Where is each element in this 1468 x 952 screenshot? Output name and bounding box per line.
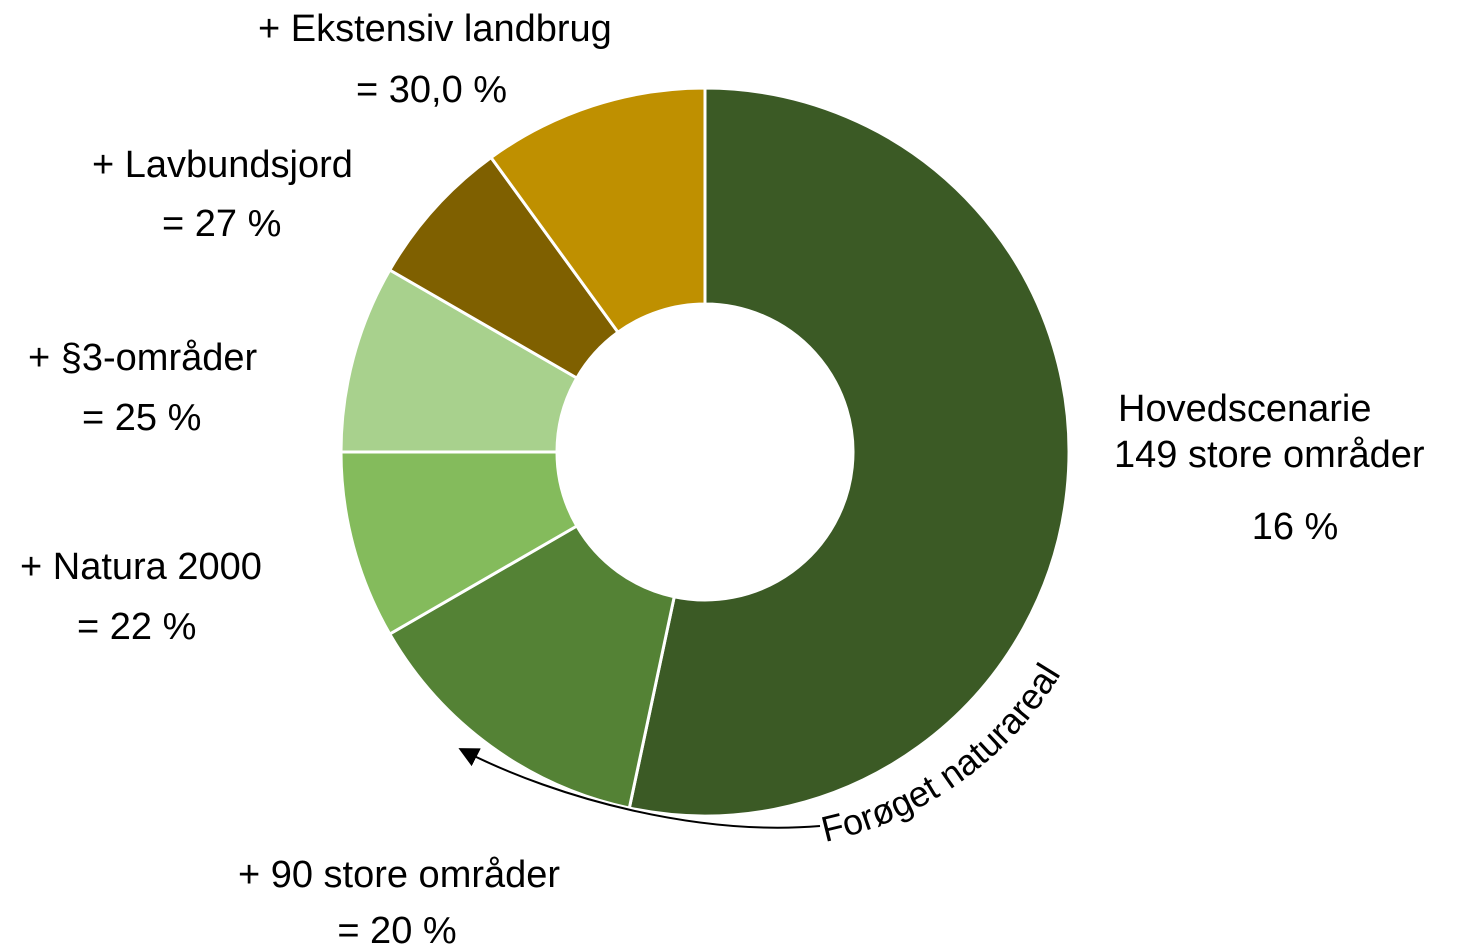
slice-value-hovedscenarie: 16 % — [1251, 506, 1339, 548]
donut-slices — [339, 86, 1071, 818]
slice-value-paragraf3: = 25 % — [82, 397, 202, 439]
slice-label-hovedscenarie: Hovedscenarie — [1118, 388, 1372, 430]
slice-label-90-store-omraader: + 90 store områder — [237, 854, 561, 896]
slice-label-lavbundsjord: + Lavbundsjord — [92, 144, 353, 186]
slice-value-lavbundsjord: = 27 % — [162, 203, 282, 245]
increase-arrow — [458, 748, 821, 829]
slice-value-ekstensiv-landbrug: = 30,0 % — [356, 69, 508, 111]
slice-label-hovedscenarie-sub: 149 store områder — [1114, 434, 1425, 476]
donut-slice-1 — [387, 523, 677, 810]
slice-label-paragraf3: + §3-områder — [28, 337, 258, 379]
slice-value-natura-2000: = 22 % — [77, 606, 197, 648]
slice-label-natura-2000: + Natura 2000 — [20, 546, 262, 588]
donut-slice-0 — [627, 86, 1071, 818]
slice-label-ekstensiv-landbrug: + Ekstensiv landbrug — [258, 8, 612, 50]
slice-value-90-store-omraader: = 20 % — [337, 910, 457, 952]
donut-slice-5 — [488, 86, 707, 335]
